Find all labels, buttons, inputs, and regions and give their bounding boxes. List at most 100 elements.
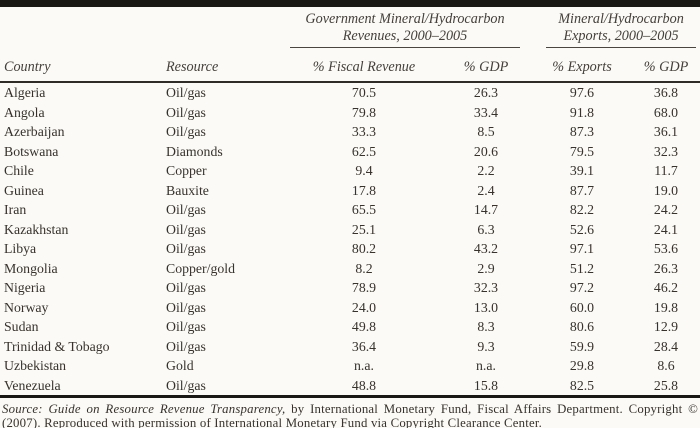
cell-resource: Oil/gas: [166, 319, 206, 334]
col-header-country: Country: [0, 48, 162, 83]
column-header-row: Country Resource % Fiscal Revenue % GDP …: [0, 48, 700, 83]
cell-resource: Bauxite: [166, 182, 209, 198]
cell-fiscal-revenue: 49.8: [351, 319, 377, 334]
cell-exports-gdp: 26.3: [653, 260, 679, 276]
table-row: Sudan Oil/gas 49.8 8.3 80.6 12.9: [0, 317, 700, 337]
cell-exports: 51.2: [569, 260, 595, 276]
cell-revenue-gdp: 2.9: [477, 260, 495, 276]
group-exports-line1: Mineral/Hydrocarbon: [558, 11, 684, 27]
cell-fiscal-revenue: 65.5: [351, 202, 377, 217]
cell-exports-gdp: 53.6: [653, 241, 679, 256]
mineral-hydrocarbon-table: Government Mineral/Hydrocarbon Revenues,…: [0, 7, 700, 398]
cell-fiscal-revenue: 33.3: [351, 124, 377, 139]
col-header-resource: Resource: [162, 48, 288, 83]
cell-exports-gdp: 19.0: [653, 182, 679, 198]
cell-fiscal-revenue: 8.2: [355, 260, 373, 276]
cell-fiscal-revenue: 25.1: [351, 221, 377, 237]
cell-resource: Diamonds: [166, 143, 223, 159]
cell-fiscal-revenue: 24.0: [351, 299, 377, 315]
cell-country: Nigeria: [4, 280, 46, 295]
cell-country: Sudan: [4, 319, 39, 334]
table-body: Algeria Oil/gas 70.5 26.3 97.6 36.8 Ango…: [0, 82, 700, 398]
cell-revenue-gdp: 43.2: [473, 241, 499, 256]
col-header-fiscal-revenue: % Fiscal Revenue: [288, 48, 440, 83]
cell-fiscal-revenue: 9.4: [355, 163, 373, 178]
group-revenues-line2: Revenues, 2000–2005: [342, 27, 468, 44]
table-row: Venezuela Oil/gas 48.8 15.8 82.5 25.8: [0, 375, 700, 398]
group-spacer: [0, 7, 288, 48]
table-row: Chile Copper 9.4 2.2 39.1 11.7: [0, 161, 700, 181]
group-revenues-line1: Government Mineral/Hydrocarbon: [305, 11, 505, 27]
cell-resource: Gold: [166, 358, 194, 373]
cell-fiscal-revenue: 70.5: [351, 85, 377, 100]
cell-country: Libya: [4, 241, 37, 256]
cell-exports: 80.6: [569, 319, 595, 334]
cell-exports: 82.2: [569, 202, 595, 217]
cell-fiscal-revenue: 36.4: [351, 338, 377, 354]
table-row: Norway Oil/gas 24.0 13.0 60.0 19.8: [0, 298, 700, 318]
cell-exports-gdp: 24.1: [653, 221, 679, 237]
cell-country: Chile: [4, 163, 34, 178]
cell-exports: 79.5: [569, 143, 595, 159]
cell-fiscal-revenue: 48.8: [288, 375, 440, 398]
table-row: Angola Oil/gas 79.8 33.4 91.8 68.0: [0, 103, 700, 123]
cell-resource: Copper/gold: [166, 260, 235, 276]
cell-country: Norway: [4, 299, 49, 315]
table-row: Azerbaijan Oil/gas 33.3 8.5 87.3 36.1: [0, 122, 700, 142]
cell-country: Venezuela: [0, 375, 162, 398]
cell-exports-gdp: 8.6: [657, 358, 675, 373]
cell-exports: 82.5: [532, 375, 632, 398]
cell-revenue-gdp: 32.3: [473, 280, 499, 295]
table-row: Botswana Diamonds 62.5 20.6 79.5 32.3: [0, 142, 700, 162]
cell-fiscal-revenue: 62.5: [351, 143, 377, 159]
cell-resource: Oil/gas: [166, 124, 206, 139]
cell-exports: 87.3: [569, 124, 595, 139]
cell-country: Uzbekistan: [4, 358, 67, 373]
cell-revenue-gdp: 26.3: [473, 85, 499, 100]
cell-country: Mongolia: [4, 260, 58, 276]
cell-fiscal-revenue: 78.9: [351, 280, 377, 295]
cell-revenue-gdp: 8.5: [477, 124, 495, 139]
group-header-exports: Mineral/Hydrocarbon Exports, 2000–2005: [532, 7, 700, 48]
table-row: Mongolia Copper/gold 8.2 2.9 51.2 26.3: [0, 259, 700, 279]
cell-exports-gdp: 46.2: [653, 280, 679, 295]
cell-exports-gdp: 12.9: [653, 319, 679, 334]
cell-revenue-gdp: 15.8: [440, 375, 532, 398]
cell-revenue-gdp: 2.2: [477, 163, 495, 178]
source-rest: by International Monetary Fund, Fiscal A…: [2, 402, 698, 428]
table-row: Kazakhstan Oil/gas 25.1 6.3 52.6 24.1: [0, 220, 700, 240]
cell-country: Azerbaijan: [4, 124, 65, 139]
cell-resource: Oil/gas: [166, 104, 206, 120]
cell-country: Iran: [4, 202, 27, 217]
source-title: Guide on Resource Revenue Transparency,: [48, 402, 286, 416]
table-row: Libya Oil/gas 80.2 43.2 97.1 53.6: [0, 239, 700, 259]
cell-fiscal-revenue: n.a.: [354, 358, 374, 373]
cell-fiscal-revenue: 80.2: [351, 241, 377, 256]
table-row: Guinea Bauxite 17.8 2.4 87.7 19.0: [0, 181, 700, 201]
cell-exports-gdp: 28.4: [653, 338, 679, 354]
cell-revenue-gdp: 9.3: [477, 338, 495, 354]
table-row: Iran Oil/gas 65.5 14.7 82.2 24.2: [0, 200, 700, 220]
table-row: Uzbekistan Gold n.a. n.a. 29.8 8.6: [0, 356, 700, 376]
table-row: Algeria Oil/gas 70.5 26.3 97.6 36.8: [0, 82, 700, 103]
cell-exports: 59.9: [569, 338, 595, 354]
cell-exports: 91.8: [569, 104, 595, 120]
cell-resource: Oil/gas: [166, 299, 206, 315]
cell-revenue-gdp: 33.4: [473, 104, 499, 120]
group-header-revenues: Government Mineral/Hydrocarbon Revenues,…: [288, 7, 532, 48]
group-exports-line2: Exports, 2000–2005: [563, 27, 679, 44]
cell-resource: Copper: [166, 163, 207, 178]
cell-exports-gdp: 68.0: [653, 104, 679, 120]
source-label: Source:: [2, 402, 43, 416]
cell-revenue-gdp: 2.4: [477, 182, 495, 198]
cell-resource: Oil/gas: [166, 221, 206, 237]
cell-exports-gdp: 36.1: [653, 124, 679, 139]
cell-country: Guinea: [4, 182, 44, 198]
cell-country: Trinidad & Tobago: [4, 338, 110, 354]
top-rule: [0, 0, 700, 7]
cell-resource: Oil/gas: [166, 241, 206, 256]
cell-revenue-gdp: 13.0: [473, 299, 499, 315]
cell-revenue-gdp: 8.3: [477, 319, 495, 334]
table-row: Trinidad & Tobago Oil/gas 36.4 9.3 59.9 …: [0, 337, 700, 357]
cell-resource: Oil/gas: [162, 375, 288, 398]
